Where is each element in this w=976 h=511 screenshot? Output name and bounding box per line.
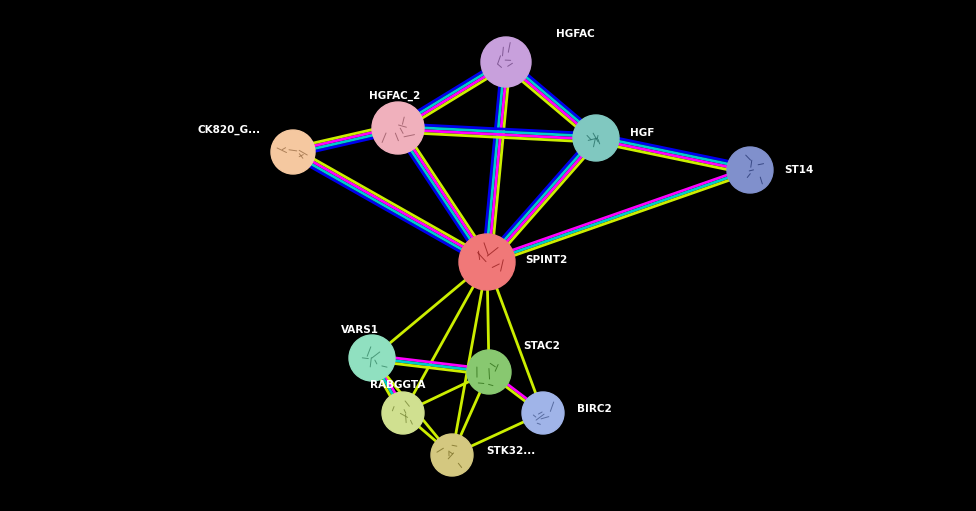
Text: STK32...: STK32...	[486, 446, 535, 456]
Text: BIRC2: BIRC2	[577, 404, 612, 414]
Circle shape	[271, 130, 315, 174]
Text: RABGGTA: RABGGTA	[370, 380, 426, 390]
Circle shape	[431, 434, 473, 476]
Circle shape	[727, 147, 773, 193]
Text: SPINT2: SPINT2	[525, 255, 567, 265]
Circle shape	[522, 392, 564, 434]
Circle shape	[382, 392, 424, 434]
Circle shape	[349, 335, 395, 381]
Text: STAC2: STAC2	[523, 341, 560, 351]
Text: ST14: ST14	[784, 165, 813, 175]
Text: HGFAC: HGFAC	[556, 29, 594, 39]
Text: CK820_G...: CK820_G...	[198, 125, 261, 135]
Circle shape	[467, 350, 511, 394]
Text: HGFAC_2: HGFAC_2	[369, 91, 421, 101]
Circle shape	[459, 234, 515, 290]
Circle shape	[372, 102, 424, 154]
Circle shape	[573, 115, 619, 161]
Circle shape	[481, 37, 531, 87]
Text: HGF: HGF	[630, 128, 654, 138]
Text: VARS1: VARS1	[341, 325, 379, 335]
